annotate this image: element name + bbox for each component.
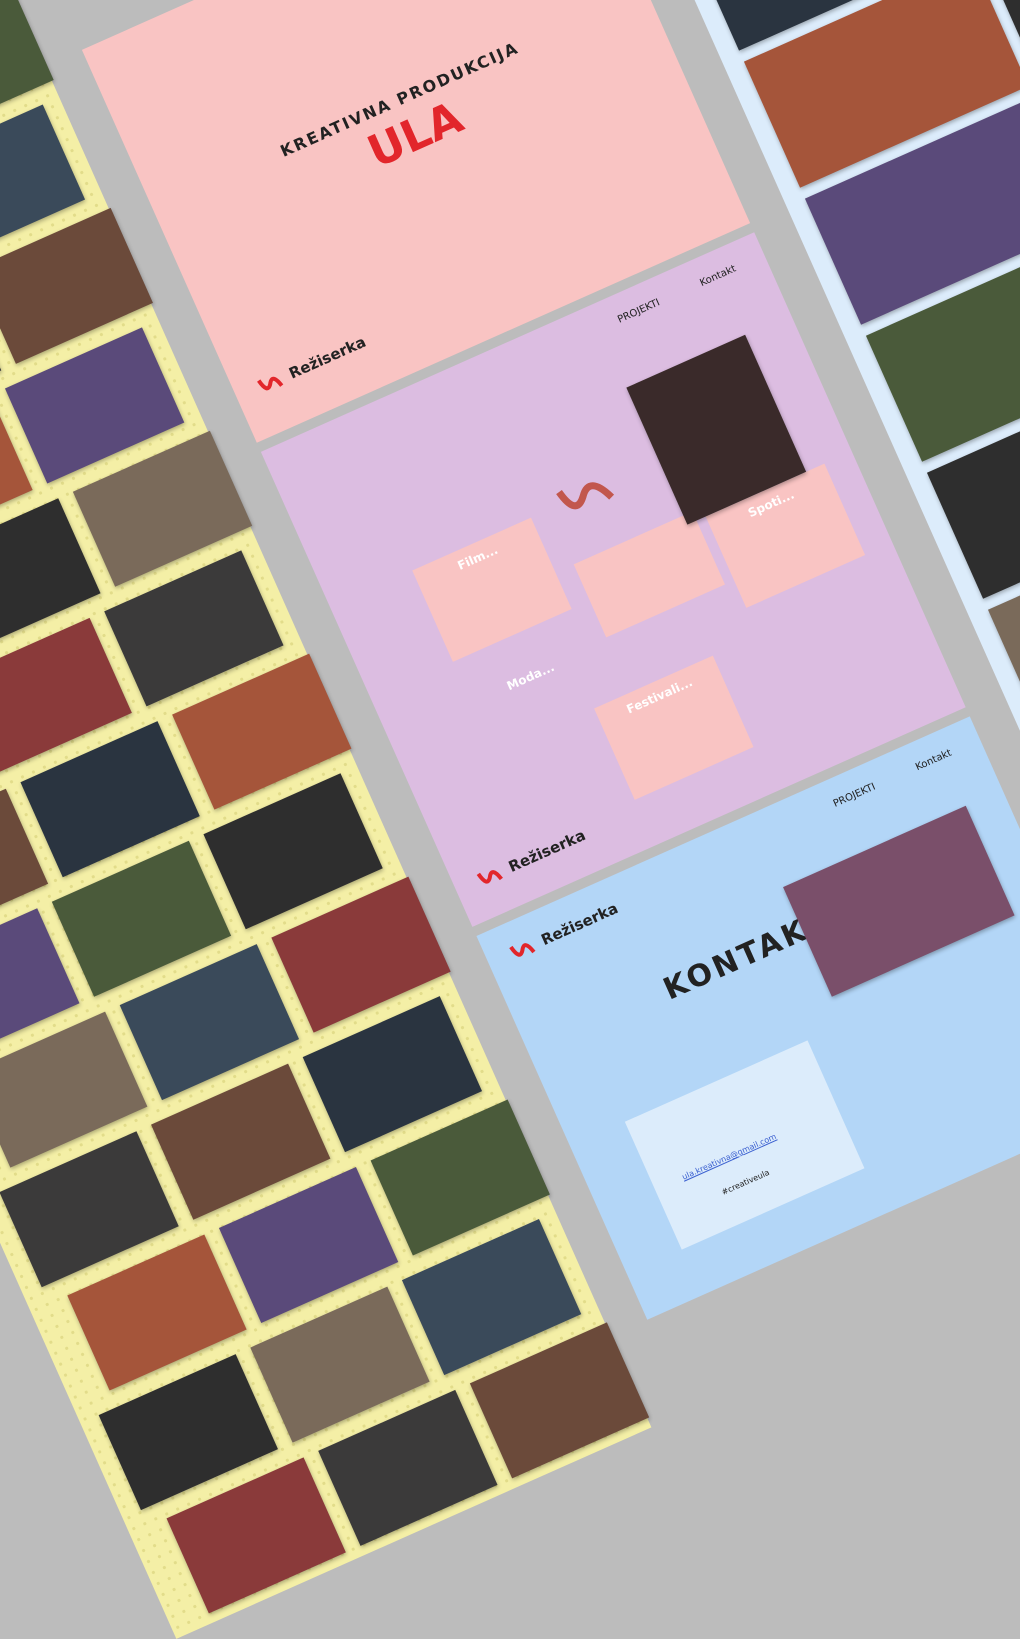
contact-page: Režiserka PROJEKTI Kontakt KONTAKT ula.k… xyxy=(476,716,1020,1320)
logo-large xyxy=(556,482,615,510)
card-title: Festivali... xyxy=(624,675,695,717)
logo xyxy=(257,376,284,391)
nav-link[interactable]: Kontakt xyxy=(913,747,954,774)
brand: Režiserka xyxy=(286,332,369,383)
service-card: Festivali... xyxy=(594,655,754,800)
logo xyxy=(476,870,503,884)
hero-page: Režiserka PROJEKTI Kontakt KREATIVNA PRO… xyxy=(81,0,751,443)
hero-title: ULA xyxy=(360,91,471,179)
card-title: Film... xyxy=(455,542,501,573)
about-page: Režiserka PROJEKTI Kontakt Film... Moda.… xyxy=(260,232,966,927)
brand: Režiserka xyxy=(538,899,621,949)
logo xyxy=(509,943,536,957)
contact-box: ula.kreativna@gmail.com #creativeula xyxy=(624,1040,865,1250)
service-card: Film... xyxy=(412,517,572,662)
instagram-link[interactable]: #creativeula xyxy=(720,1167,771,1197)
brand: Režiserka xyxy=(505,826,589,876)
nav-link[interactable]: Kontakt xyxy=(698,263,738,289)
nav-link[interactable]: PROJEKTI xyxy=(831,781,878,810)
photo xyxy=(783,805,1015,997)
hero-subtitle: KREATIVNA PRODUKCIJA xyxy=(277,38,522,161)
card-title: Moda... xyxy=(504,659,557,694)
nav-link[interactable]: PROJEKTI xyxy=(616,297,662,326)
intro-card xyxy=(573,511,725,638)
